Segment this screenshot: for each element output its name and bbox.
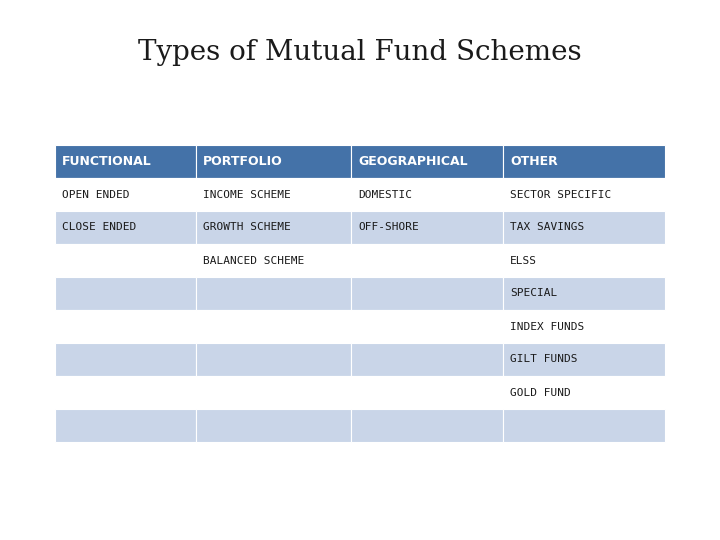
Text: OTHER: OTHER <box>510 155 558 168</box>
Bar <box>351 178 503 211</box>
Text: TAX SAVINGS: TAX SAVINGS <box>510 222 584 233</box>
Bar <box>55 376 197 409</box>
Bar <box>197 310 351 343</box>
Bar <box>503 145 665 178</box>
Bar <box>503 343 665 376</box>
Bar <box>503 178 665 211</box>
Text: OFF-SHORE: OFF-SHORE <box>359 222 419 233</box>
Text: ELSS: ELSS <box>510 255 537 266</box>
Bar <box>55 277 197 310</box>
Bar <box>351 376 503 409</box>
Bar <box>55 211 197 244</box>
Bar <box>55 310 197 343</box>
Bar <box>197 376 351 409</box>
Text: GROWTH SCHEME: GROWTH SCHEME <box>203 222 291 233</box>
Bar <box>197 211 351 244</box>
Bar <box>55 145 197 178</box>
Bar <box>351 310 503 343</box>
Bar <box>503 244 665 277</box>
Text: INDEX FUNDS: INDEX FUNDS <box>510 321 584 332</box>
Bar <box>351 145 503 178</box>
Bar <box>503 310 665 343</box>
Bar <box>503 277 665 310</box>
Bar <box>197 244 351 277</box>
Bar <box>351 343 503 376</box>
Bar <box>55 178 197 211</box>
Text: SPECIAL: SPECIAL <box>510 288 557 299</box>
Bar <box>197 409 351 442</box>
Text: BALANCED SCHEME: BALANCED SCHEME <box>203 255 305 266</box>
Text: DOMESTIC: DOMESTIC <box>359 190 413 199</box>
Text: INCOME SCHEME: INCOME SCHEME <box>203 190 291 199</box>
Text: PORTFOLIO: PORTFOLIO <box>203 155 283 168</box>
Text: CLOSE ENDED: CLOSE ENDED <box>62 222 136 233</box>
Bar <box>351 244 503 277</box>
Bar <box>503 376 665 409</box>
Text: GEOGRAPHICAL: GEOGRAPHICAL <box>359 155 468 168</box>
Bar <box>351 277 503 310</box>
Bar <box>351 409 503 442</box>
Text: OPEN ENDED: OPEN ENDED <box>62 190 130 199</box>
Bar <box>55 343 197 376</box>
Bar <box>197 178 351 211</box>
Bar <box>197 145 351 178</box>
Bar <box>55 409 197 442</box>
Bar <box>197 343 351 376</box>
Bar <box>55 244 197 277</box>
Text: GOLD FUND: GOLD FUND <box>510 388 571 397</box>
Bar <box>197 277 351 310</box>
Bar <box>503 211 665 244</box>
Text: Types of Mutual Fund Schemes: Types of Mutual Fund Schemes <box>138 38 582 65</box>
Bar <box>351 211 503 244</box>
Text: SECTOR SPECIFIC: SECTOR SPECIFIC <box>510 190 611 199</box>
Text: FUNCTIONAL: FUNCTIONAL <box>62 155 152 168</box>
Bar <box>503 409 665 442</box>
Text: GILT FUNDS: GILT FUNDS <box>510 354 577 364</box>
